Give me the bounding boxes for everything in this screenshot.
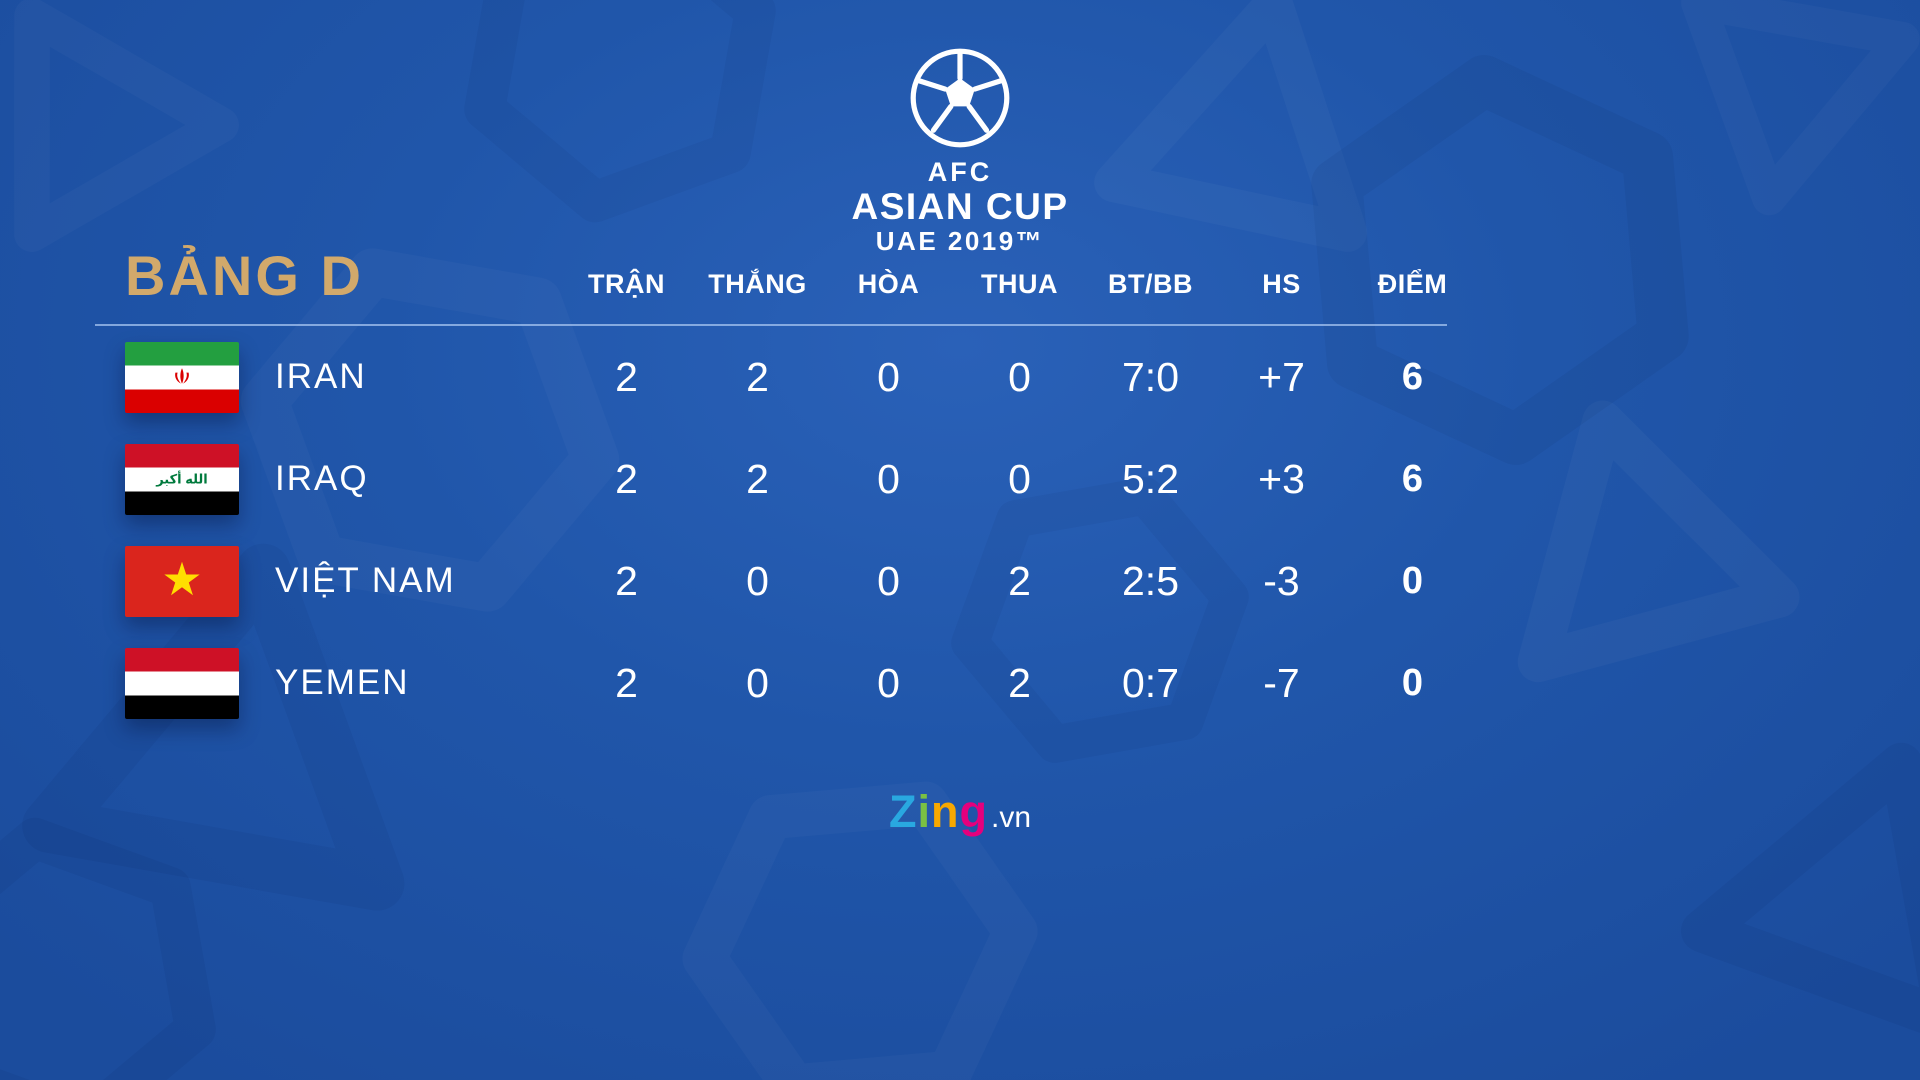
takbir-script: الله أكبر <box>156 471 208 487</box>
column-header-draws: HÒA <box>857 269 920 299</box>
iraq-flag-icon: الله أكبر <box>125 443 239 515</box>
stat-losses: 2 <box>1008 557 1031 604</box>
stat-goals: 2:5 <box>1122 557 1179 604</box>
logo-line-asian-cup: ASIAN CUP <box>851 186 1069 228</box>
column-header-losses: THUA <box>981 269 1058 299</box>
stat-matches: 2 <box>615 557 638 604</box>
team-name: VIỆT NAM <box>275 561 456 600</box>
soccer-ball-icon <box>910 48 1010 148</box>
team-name: IRAQ <box>275 459 369 498</box>
stat-goal-diff: +3 <box>1258 455 1305 502</box>
stat-wins: 0 <box>746 659 769 706</box>
column-header-matches: TRẬN <box>588 269 665 299</box>
stat-goals: 7:0 <box>1122 353 1179 400</box>
stat-wins: 2 <box>746 353 769 400</box>
table-row: الله أكبر IRAQ 2 2 0 0 5:2 +3 6 <box>125 428 1478 530</box>
stat-goal-diff: -7 <box>1263 659 1300 706</box>
zing-letter-i: i <box>917 786 931 837</box>
stat-matches: 2 <box>615 455 638 502</box>
stat-points: 0 <box>1401 661 1424 704</box>
logo-line-afc: AFC <box>927 157 993 187</box>
vietnam-flag-icon: ★ <box>125 545 239 617</box>
stat-losses: 2 <box>1008 659 1031 706</box>
stat-goal-diff: +7 <box>1258 353 1305 400</box>
iran-flag-icon <box>125 341 239 413</box>
stat-wins: 0 <box>746 557 769 604</box>
stat-draws: 0 <box>877 659 900 706</box>
stat-matches: 2 <box>615 659 638 706</box>
stat-losses: 0 <box>1008 455 1031 502</box>
stat-points: 6 <box>1401 457 1424 500</box>
stat-draws: 0 <box>877 455 900 502</box>
header-divider <box>95 324 1447 326</box>
column-header-wins: THẮNG <box>708 269 807 299</box>
logo-line-uae-2019: UAE 2019™ <box>875 226 1045 257</box>
team-name: YEMEN <box>275 663 410 702</box>
yemen-flag-icon <box>125 647 239 719</box>
team-name: IRAN <box>275 357 367 396</box>
stat-matches: 2 <box>615 353 638 400</box>
stat-wins: 2 <box>746 455 769 502</box>
table-row: YEMEN 2 0 0 2 0:7 -7 0 <box>125 632 1478 734</box>
stat-goal-diff: -3 <box>1263 557 1300 604</box>
group-standings-table: BẢNG D TRẬN THẮNG HÒA THUA BT/BB HS ĐIỂM… <box>95 248 1478 734</box>
stat-points: 6 <box>1401 355 1424 398</box>
zing-letter-n: n <box>930 786 960 837</box>
table-header-row: BẢNG D TRẬN THẮNG HÒA THUA BT/BB HS ĐIỂM <box>125 248 1478 324</box>
iran-emblem-icon <box>175 368 189 384</box>
zing-letter-g: g <box>959 786 988 837</box>
column-header-goal-diff: HS <box>1262 269 1301 299</box>
zing-vn-logo: Zing .vn <box>0 786 1920 838</box>
stat-goals: 0:7 <box>1122 659 1179 706</box>
stat-draws: 0 <box>877 557 900 604</box>
star-icon: ★ <box>161 553 203 606</box>
table-row: IRAN 2 2 0 0 7:0 +7 6 <box>125 326 1478 428</box>
zing-suffix: .vn <box>990 801 1032 834</box>
zing-letter-z: Z <box>888 786 918 837</box>
group-title: BẢNG D <box>125 244 364 307</box>
column-header-goals: BT/BB <box>1108 269 1193 299</box>
stat-goals: 5:2 <box>1122 455 1179 502</box>
stat-points: 0 <box>1401 559 1424 602</box>
afc-asian-cup-logo: AFC ASIAN CUP UAE 2019™ <box>0 46 1920 255</box>
stat-draws: 0 <box>877 353 900 400</box>
stat-losses: 0 <box>1008 353 1031 400</box>
table-row: ★ VIỆT NAM 2 0 0 2 2:5 -3 0 <box>125 530 1478 632</box>
column-header-points: ĐIỂM <box>1377 269 1448 299</box>
